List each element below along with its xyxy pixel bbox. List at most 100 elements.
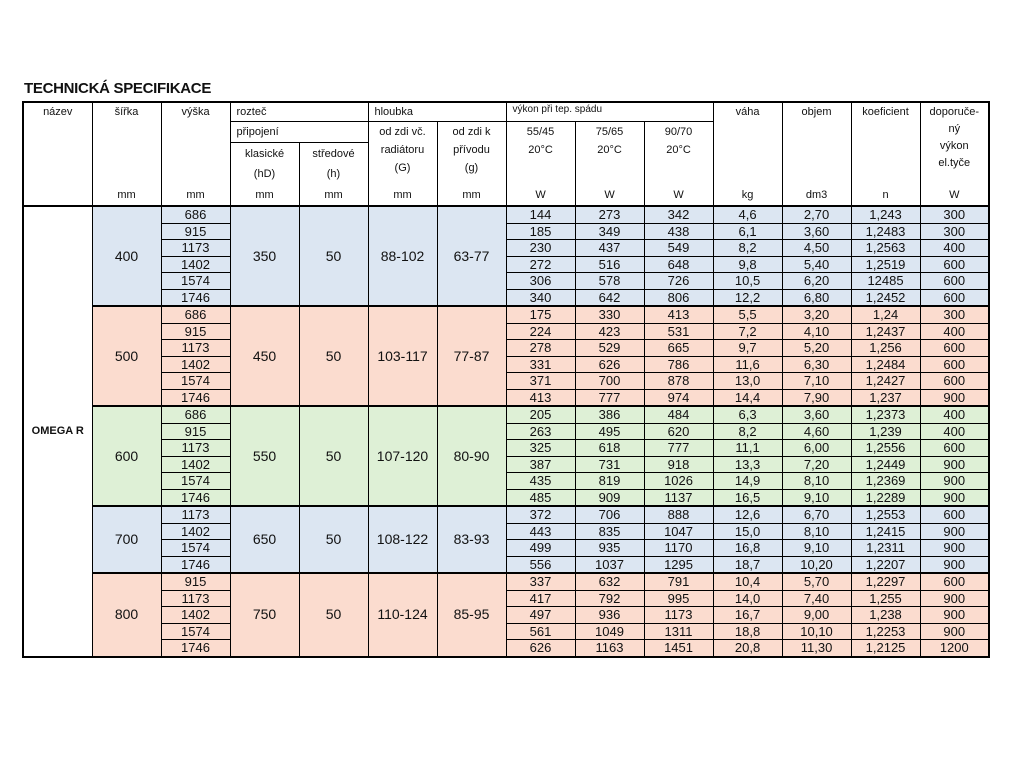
volume-cell: 4,60 [781,422,852,440]
coefficient-cell: 1,2297 [850,572,921,591]
output-55-45: 224 [505,322,576,340]
volume-cell: 5,70 [781,572,852,591]
output-75-65: 618 [574,439,645,457]
group-width: 500 [91,305,162,407]
output-55-45: 144 [505,205,576,224]
output-55-45: 306 [505,272,576,290]
group-g-big: 108-122 [367,505,438,574]
heater-power-cell: 600 [919,255,990,273]
weight-cell: 13,0 [712,372,783,390]
height-cell: 1574 [160,472,231,490]
weight-cell: 11,1 [712,439,783,457]
weight-cell: 4,6 [712,205,783,224]
output-55-45: 340 [505,288,576,307]
group-h: 50 [298,572,369,657]
output-90-70: 1311 [643,622,714,640]
output-55-45: 175 [505,305,576,324]
output-55-45: 185 [505,222,576,240]
height-cell: 1574 [160,622,231,640]
header-temp-90-70: 90/70 20°C [643,121,714,185]
unit-cell: kg [712,185,783,207]
output-90-70: 878 [643,372,714,390]
weight-cell: 8,2 [712,422,783,440]
height-cell: 915 [160,572,231,591]
output-75-65: 777 [574,388,645,407]
weight-cell: 5,5 [712,305,783,324]
height-cell: 915 [160,222,231,240]
weight-cell: 14,9 [712,472,783,490]
height-cell: 915 [160,422,231,440]
weight-cell: 16,7 [712,606,783,624]
group-g: 83-93 [436,505,507,574]
table-row: 1746 413 777 974 14,4 7,90 1,237 900 [23,388,990,407]
weight-cell: 13,3 [712,455,783,473]
output-55-45: 278 [505,339,576,357]
group-h: 50 [298,505,369,574]
height-cell: 1746 [160,555,231,574]
height-cell: 1402 [160,255,231,273]
table-row: 600 686 550 50 107-120 80-90 205 386 484 6,3 3,60 1… [23,405,990,507]
group-width: 400 [91,205,162,307]
heater-power-cell: 600 [919,272,990,290]
output-90-70: 1137 [643,488,714,507]
volume-cell: 9,10 [781,539,852,557]
output-75-65: 386 [574,405,645,424]
output-55-45: 485 [505,488,576,507]
coefficient-cell: 1,2207 [850,555,921,574]
output-90-70: 995 [643,589,714,607]
output-55-45: 387 [505,455,576,473]
output-90-70: 438 [643,222,714,240]
output-90-70: 484 [643,405,714,424]
volume-cell: 9,00 [781,606,852,624]
volume-cell: 8,10 [781,522,852,540]
coefficient-cell: 1,2519 [850,255,921,273]
output-90-70: 665 [643,339,714,357]
coefficient-cell: 1,256 [850,339,921,357]
table-row: 1574 371 700 878 13,0 7,10 1,2427 600 [23,372,990,390]
table-row: 915 185 349 438 6,1 3,60 1,2483 300 [23,222,990,240]
header-temp-75-65: 75/65 20°C [574,121,645,185]
output-75-65: 516 [574,255,645,273]
volume-cell: 10,10 [781,622,852,640]
output-75-65: 935 [574,539,645,557]
header-width: šířka [91,101,162,185]
height-cell: 1402 [160,455,231,473]
weight-cell: 20,8 [712,639,783,657]
output-90-70: 413 [643,305,714,324]
output-55-45: 372 [505,505,576,524]
header-output: výkon při tep. spádu [505,101,714,122]
model-name: OMEGA R [22,205,93,657]
coefficient-cell: 1,237 [850,388,921,407]
table-row: 1173 417 792 995 14,0 7,40 1,255 900 [23,589,990,607]
output-90-70: 342 [643,205,714,224]
unit-cell: mm [229,185,300,207]
weight-cell: 6,1 [712,222,783,240]
output-55-45: 561 [505,622,576,640]
output-90-70: 726 [643,272,714,290]
table-row: OMEGA R 400 686 350 50 88-102 63-77 144 273 342 4,… [22,205,990,657]
volume-cell: 2,70 [781,205,852,224]
output-90-70: 1451 [643,639,714,657]
table-row: 915 224 423 531 7,2 4,10 1,2437 400 [23,322,990,340]
coefficient-cell: 1,2553 [850,505,921,524]
coefficient-cell: 1,243 [850,205,921,224]
header-weight: váha [712,101,783,185]
height-cell: 1574 [160,539,231,557]
weight-cell: 14,0 [712,589,783,607]
output-90-70: 918 [643,455,714,473]
group-g: 80-90 [436,405,507,507]
coefficient-cell: 1,2484 [850,355,921,373]
height-cell: 1574 [160,272,231,290]
output-55-45: 435 [505,472,576,490]
output-75-65: 835 [574,522,645,540]
volume-cell: 4,50 [781,239,852,257]
table-row: 800 915 750 50 110-124 85-95 337 632 791 10,4 5,70… [23,572,990,657]
output-90-70: 777 [643,439,714,457]
coefficient-cell: 1,255 [850,589,921,607]
output-75-65: 578 [574,272,645,290]
output-75-65: 936 [574,606,645,624]
table-row: 1402 387 731 918 13,3 7,20 1,2449 900 [23,455,990,473]
volume-cell: 3,60 [781,405,852,424]
coefficient-cell: 1,2483 [850,222,921,240]
output-55-45: 497 [505,606,576,624]
